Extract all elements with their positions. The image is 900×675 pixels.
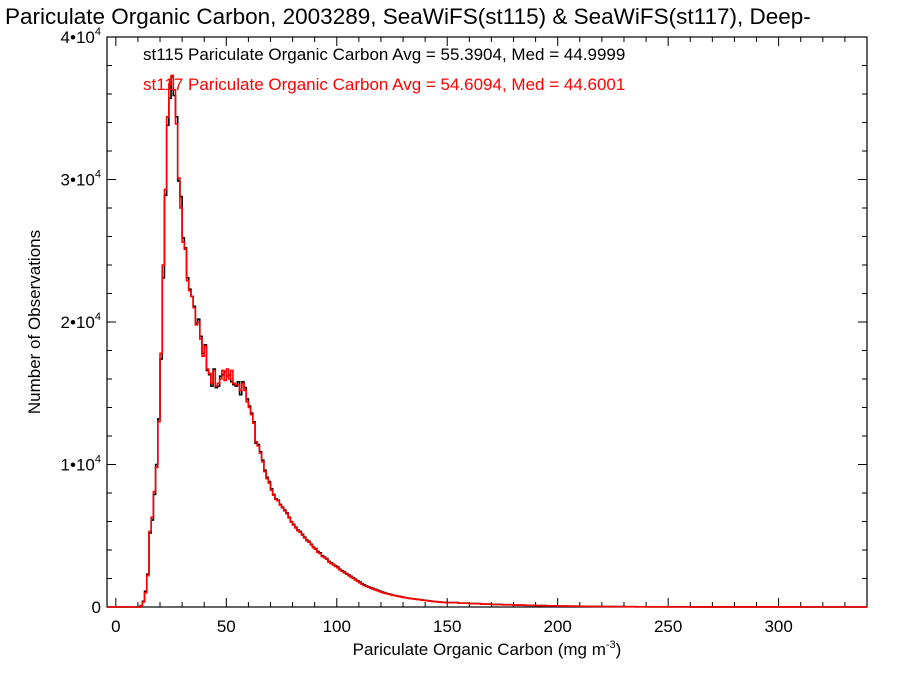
x-tick-label: 0 bbox=[111, 617, 120, 636]
x-tick-label: 250 bbox=[654, 617, 682, 636]
y-tick-label: 1•104 bbox=[61, 454, 101, 475]
plot-frame bbox=[106, 36, 868, 608]
plot-border bbox=[106, 36, 868, 608]
y-axis-label: Number of Observations bbox=[25, 230, 44, 414]
x-axis-label-suffix: ) bbox=[616, 640, 622, 659]
legend-entry-st115: st115 Pariculate Organic Carbon Avg = 55… bbox=[143, 45, 625, 64]
series-line-st117 bbox=[107, 74, 867, 608]
x-tick-label: 300 bbox=[764, 617, 792, 636]
y-tick-label: 4•104 bbox=[61, 26, 101, 47]
x-axis-label-main: Pariculate Organic Carbon (mg m bbox=[353, 640, 606, 659]
y-axis-ticks: 0 1•104 2•104 3•104 4•104 bbox=[61, 26, 867, 617]
x-tick-label: 100 bbox=[323, 617, 351, 636]
x-tick-label: 150 bbox=[433, 617, 461, 636]
x-tick-label: 200 bbox=[544, 617, 572, 636]
y-tick-label: 0 bbox=[92, 598, 101, 617]
x-axis-label-superscript: -3 bbox=[606, 639, 616, 651]
chart-title: Pariculate Organic Carbon, 2003289, SeaW… bbox=[5, 4, 811, 29]
x-axis-ticks: 0 50 100 150 200 250 300 bbox=[111, 37, 868, 636]
series-layer bbox=[107, 74, 867, 608]
x-axis-label: Pariculate Organic Carbon (mg m-3) bbox=[353, 639, 622, 659]
series-line-st115 bbox=[107, 76, 867, 608]
legend-entry-st117: st117 Pariculate Organic Carbon Avg = 54… bbox=[143, 75, 625, 94]
y-tick-label: 3•104 bbox=[61, 169, 101, 190]
x-tick-label: 50 bbox=[217, 617, 236, 636]
y-tick-label: 2•104 bbox=[61, 311, 101, 332]
